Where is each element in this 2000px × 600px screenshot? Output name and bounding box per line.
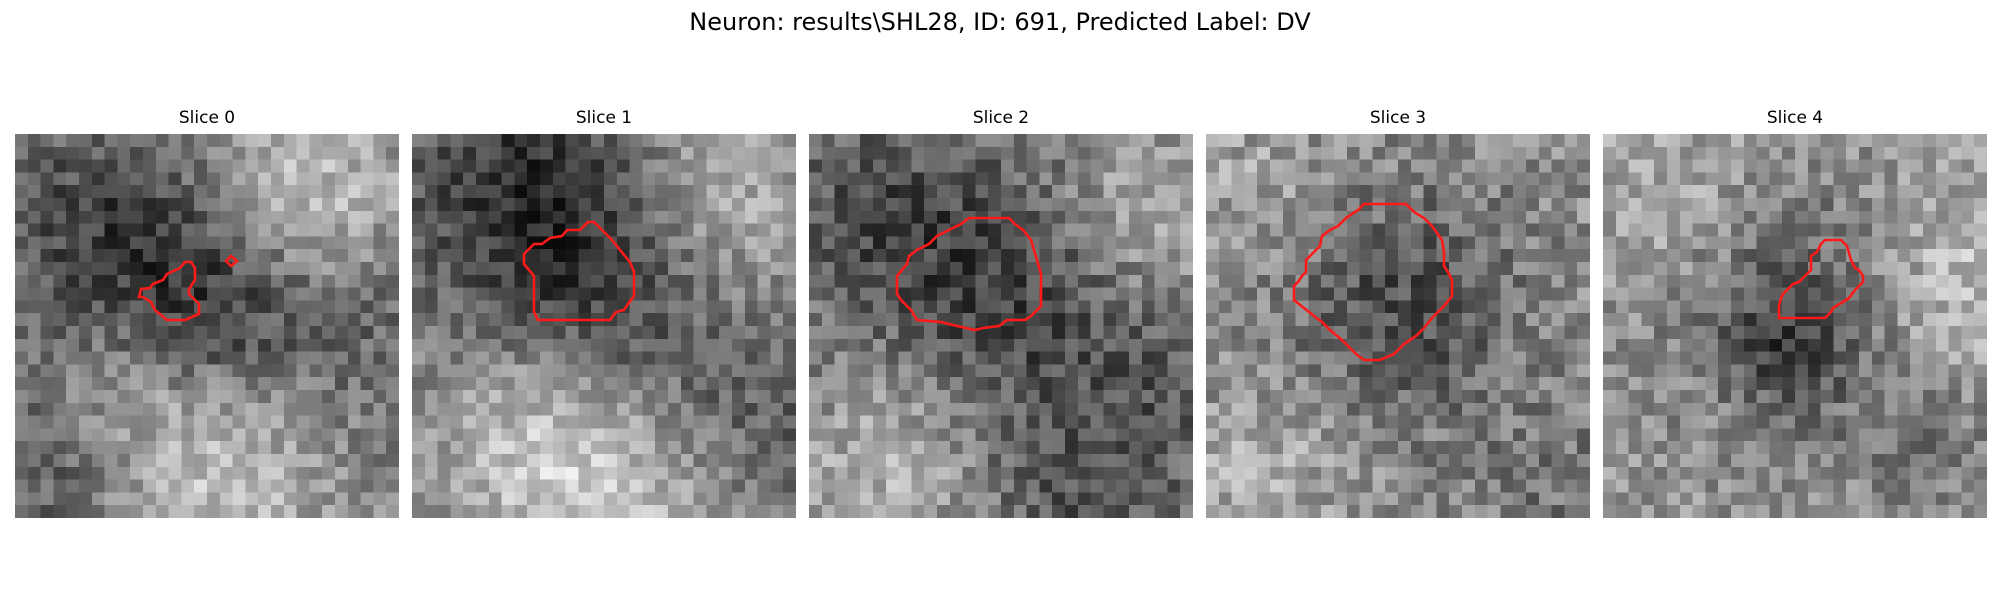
- figure-title: Neuron: results\SHL28, ID: 691, Predicte…: [689, 8, 1311, 36]
- roi-overlay: [1777, 238, 1865, 320]
- slice-title: Slice 4: [1766, 108, 1824, 128]
- slice-image: [1603, 134, 1987, 518]
- slice-pixels: [1603, 134, 1987, 518]
- slice-pixels: [15, 134, 399, 518]
- roi-contour: [1777, 238, 1865, 320]
- slice-image: [1206, 134, 1590, 518]
- slice-image: [15, 134, 399, 518]
- roi-overlay: [137, 254, 240, 322]
- slice-title: Slice 2: [972, 108, 1030, 128]
- slice-image: [809, 134, 1193, 518]
- roi-overlay: [522, 220, 636, 322]
- roi-overlay: [1292, 202, 1454, 362]
- roi-contour: [895, 216, 1043, 332]
- slice-pixels: [1206, 134, 1590, 518]
- slice-image: [412, 134, 796, 518]
- roi-overlay: [895, 216, 1043, 332]
- slice-title: Slice 0: [178, 108, 236, 128]
- slice-title: Slice 3: [1369, 108, 1427, 128]
- roi-contour: [522, 220, 636, 322]
- slice-title: Slice 1: [575, 108, 633, 128]
- roi-contour: [1292, 202, 1454, 362]
- roi-contour: [137, 260, 201, 322]
- slice-pixels: [412, 134, 796, 518]
- roi-contour: [224, 254, 240, 268]
